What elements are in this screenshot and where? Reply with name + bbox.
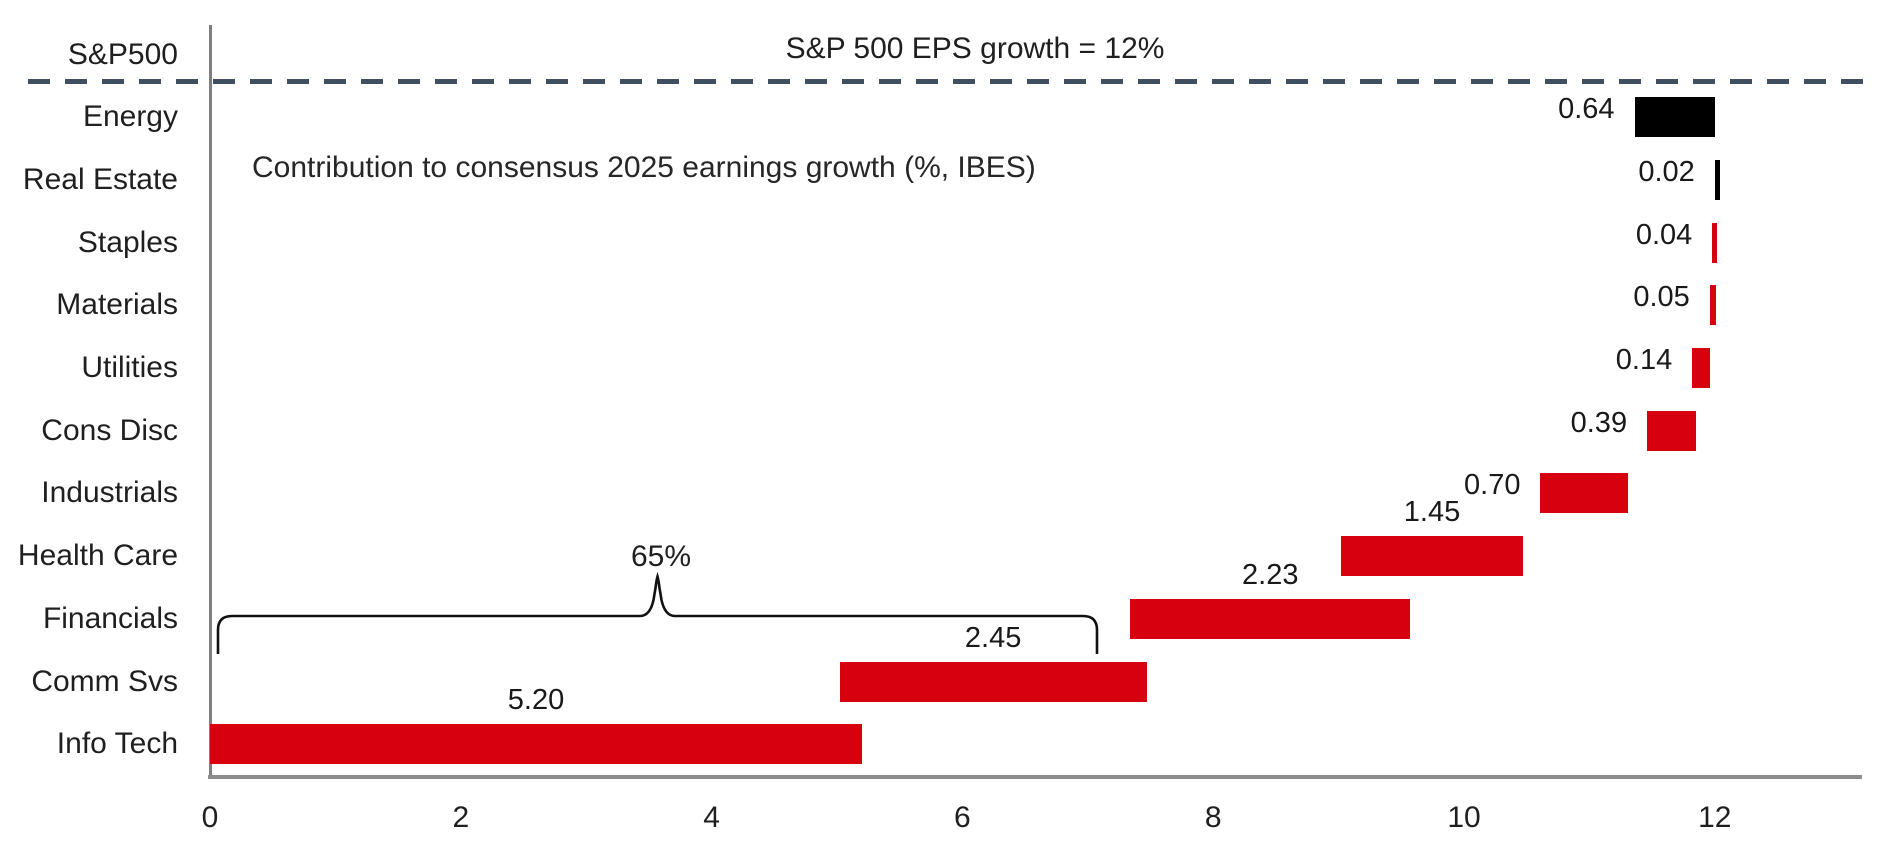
waterfall-bar: [1714, 159, 1720, 200]
waterfall-bar: [1692, 348, 1710, 388]
bar-value-label: 0.39: [1570, 406, 1628, 439]
waterfall-bar: [1341, 536, 1523, 577]
waterfall-bar: [1130, 598, 1411, 639]
category-label: Staples: [77, 225, 178, 259]
x-tick-label: 2: [452, 801, 470, 834]
bar-value-label: 0.70: [1464, 469, 1521, 502]
brace-percentage-label: 65%: [630, 540, 692, 573]
bar-value-label: 0.04: [1635, 218, 1693, 251]
bar-value-label: 1.45: [1403, 496, 1461, 529]
chart-subtitle: Contribution to consensus 2025 earnings …: [252, 151, 1036, 184]
brace-path: [216, 571, 1099, 654]
category-label: Health Care: [17, 539, 178, 573]
category-label: Financials: [42, 601, 178, 635]
waterfall-bar: [1712, 222, 1718, 263]
x-tick-label: 4: [703, 801, 720, 834]
category-label: Energy: [82, 100, 178, 134]
waterfall-bar: [1709, 285, 1717, 326]
waterfall-bar: [1634, 97, 1715, 138]
x-tick-label: 10: [1447, 801, 1481, 834]
category-label-total: S&P500: [67, 37, 178, 71]
category-label: Info Tech: [56, 727, 178, 761]
waterfall-bar: [1647, 410, 1696, 451]
category-label: Utilities: [81, 351, 178, 384]
bar-value-label: 0.05: [1633, 281, 1690, 314]
waterfall-bar: [1540, 473, 1629, 514]
bar-value-label: 0.02: [1638, 155, 1695, 188]
bar-value-label: 2.45: [964, 621, 1022, 654]
category-label: Real Estate: [22, 162, 178, 196]
x-tick-label: 0: [201, 801, 219, 834]
x-tick-label: 8: [1204, 801, 1222, 834]
x-tick-label: 12: [1698, 801, 1732, 834]
category-label: Industrials: [41, 476, 178, 510]
bar-value-label: 0.14: [1615, 344, 1673, 376]
category-label: Comm Svs: [31, 664, 178, 698]
category-label: Cons Disc: [41, 413, 178, 447]
x-tick-label: 6: [954, 801, 971, 834]
bar-value-label: 2.23: [1242, 558, 1299, 591]
x-axis-line: [208, 775, 1862, 779]
bar-value-label: 0.64: [1558, 93, 1615, 126]
y-axis-line: [209, 25, 212, 775]
waterfall-bar: [210, 724, 863, 765]
category-label: Materials: [56, 288, 178, 322]
bar-value-label: 5.20: [507, 684, 565, 717]
reference-dashed-line: [28, 79, 1872, 84]
reference-line-label: S&P 500 EPS growth = 12%: [785, 32, 1165, 65]
waterfall-bar: [839, 661, 1147, 702]
